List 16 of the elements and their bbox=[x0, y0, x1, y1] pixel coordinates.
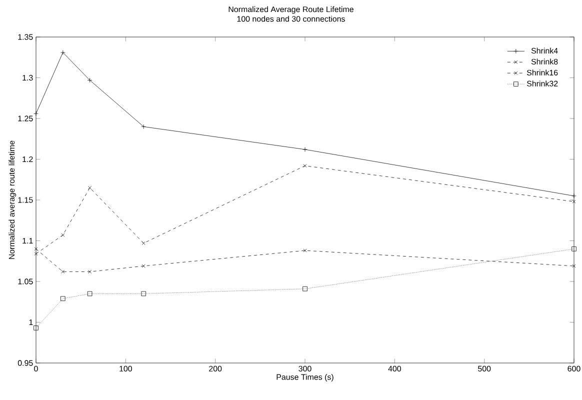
point bbox=[60, 296, 66, 302]
point bbox=[88, 270, 92, 274]
point bbox=[87, 291, 92, 296]
point bbox=[142, 264, 146, 268]
point bbox=[88, 186, 92, 190]
point bbox=[142, 241, 146, 245]
point bbox=[141, 291, 146, 296]
point bbox=[61, 233, 65, 237]
point bbox=[34, 326, 38, 330]
point bbox=[34, 247, 38, 251]
point bbox=[572, 246, 576, 252]
point bbox=[61, 270, 65, 274]
point bbox=[302, 286, 308, 292]
point bbox=[572, 200, 576, 204]
point bbox=[34, 252, 38, 256]
point bbox=[303, 164, 307, 168]
